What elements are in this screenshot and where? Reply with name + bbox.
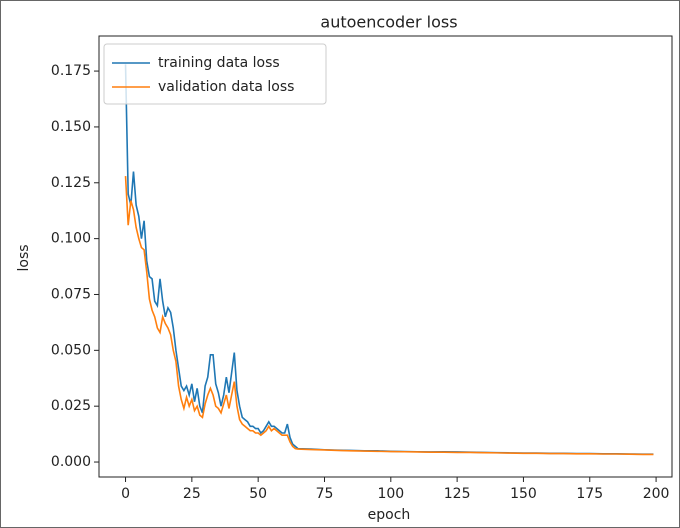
x-tick-label: 175	[576, 486, 603, 502]
x-tick-label: 50	[249, 486, 267, 502]
axes-frame	[98, 35, 673, 478]
x-tick-label: 125	[444, 486, 471, 502]
y-tick-label: 0.000	[51, 454, 91, 470]
y-tick-label: 0.150	[51, 119, 91, 135]
x-tick-label: 200	[643, 486, 670, 502]
x-tick-label: 150	[510, 486, 537, 502]
y-tick-label: 0.025	[51, 398, 91, 414]
legend-label: training data loss	[158, 55, 280, 71]
x-axis-label: epoch	[368, 507, 411, 523]
y-tick-label: 0.050	[51, 342, 91, 358]
legend-box	[103, 43, 327, 105]
x-tick-label: 75	[316, 486, 334, 502]
y-axis-label: loss	[16, 244, 32, 271]
plot-area	[124, 64, 654, 456]
x-tick-label: 0	[121, 486, 130, 502]
line	[124, 176, 654, 456]
x-tick-label: 100	[377, 486, 404, 502]
legend-label: validation data loss	[158, 79, 294, 95]
y-tick-label: 0.125	[51, 175, 91, 191]
y-tick-label: 0.075	[51, 286, 91, 302]
x-tick-label: 25	[183, 486, 201, 502]
y-tick-label: 0.175	[51, 63, 91, 79]
y-tick-label: 0.100	[51, 231, 91, 247]
chart-title: autoencoder loss	[320, 13, 457, 32]
